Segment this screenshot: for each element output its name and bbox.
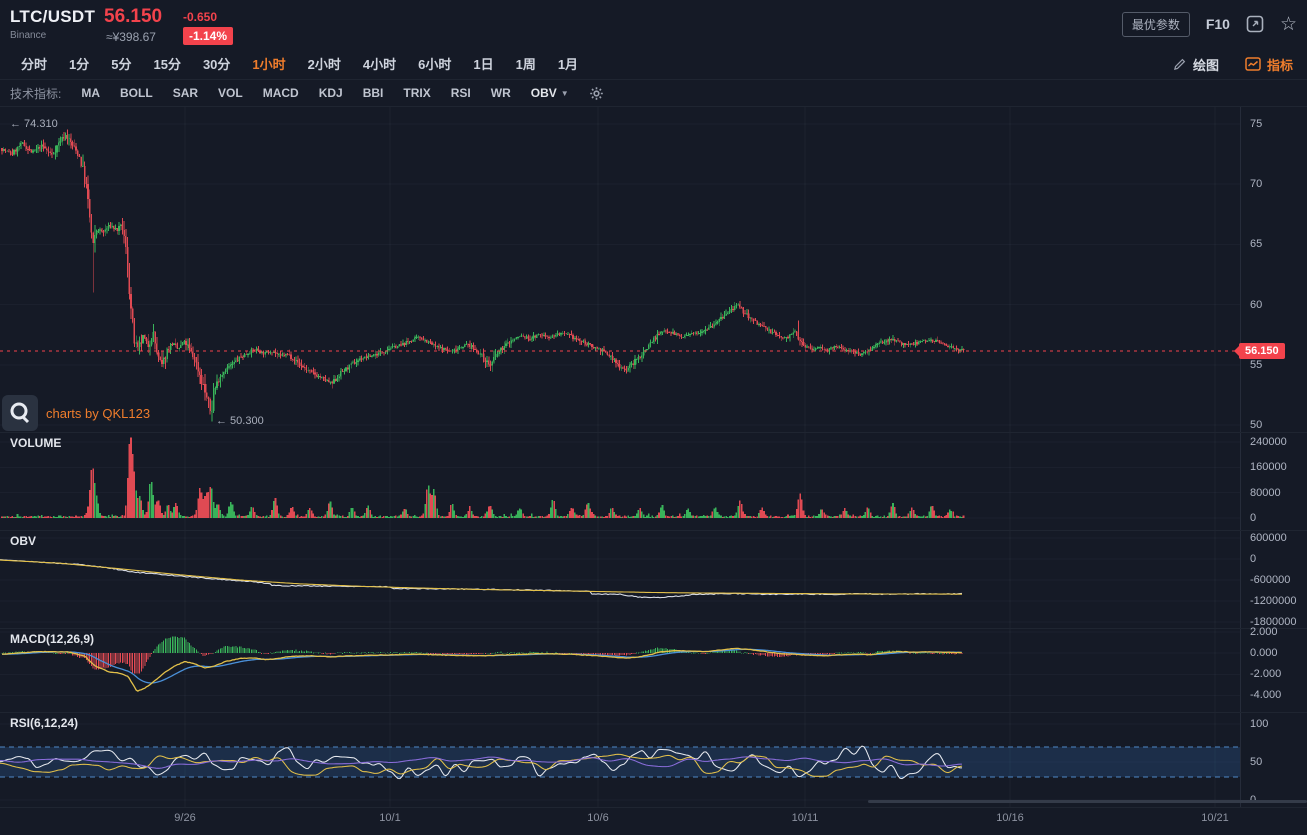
volume-pane-title: VOLUME: [10, 436, 62, 450]
obv-pane-title: OBV: [10, 534, 37, 548]
x-axis-label: 9/26: [174, 812, 196, 824]
low-price-marker: ← 50.300: [216, 415, 264, 427]
y-axis-label: 65: [1250, 238, 1263, 250]
y-axis-label: 160000: [1250, 461, 1287, 473]
x-axis-label: 10/11: [791, 812, 819, 824]
optimal-params-button[interactable]: 最优参数: [1121, 11, 1190, 37]
exchange-label: Binance: [10, 30, 47, 41]
y-axis-label: -1200000: [1250, 595, 1297, 607]
high-price-marker: ← 74.310: [10, 118, 58, 130]
y-axis-label: 50: [1250, 756, 1263, 768]
pane-divider: [0, 432, 1307, 433]
main-chart-pane[interactable]: [0, 107, 1240, 432]
tab-6h[interactable]: 6小时: [418, 57, 452, 72]
price-cny-equivalent: ≈¥398.67: [106, 30, 156, 44]
pencil-icon: [1174, 58, 1186, 70]
y-axis-label: 240000: [1250, 436, 1287, 448]
indicator-vol[interactable]: VOL: [218, 86, 243, 100]
y-axis-label: 0: [1250, 512, 1257, 524]
indicator-settings-gear-icon[interactable]: [589, 86, 604, 101]
macd-pane-title: MACD(12,26,9): [10, 632, 95, 646]
x-axis-label: 10/16: [996, 812, 1024, 824]
y-axis-label: 100: [1250, 718, 1269, 730]
indicator-rsi[interactable]: RSI: [450, 86, 471, 100]
rsi-pane[interactable]: [0, 712, 1240, 807]
tab-15m[interactable]: 15分: [153, 57, 181, 72]
indicator-bbi[interactable]: BBI: [362, 86, 384, 100]
watermark-text[interactable]: charts by QKL123: [46, 405, 151, 421]
y-axis-label: 2.000: [1250, 626, 1278, 638]
symbol-title: LTC/USDT: [10, 7, 96, 26]
x-axis-label: 10/21: [1201, 812, 1229, 824]
obv-pane[interactable]: [0, 530, 1240, 628]
x-axis-label: 10/6: [587, 812, 609, 824]
tab-time-share[interactable]: 分时: [21, 57, 48, 72]
macd-pane[interactable]: [0, 628, 1240, 712]
y-axis-label: 0: [1250, 553, 1257, 565]
price-change-percent-badge: -1.14%: [183, 27, 234, 45]
tab-30m[interactable]: 30分: [202, 57, 231, 72]
y-axis-label: 600000: [1250, 532, 1287, 544]
y-axis-label: 75: [1250, 118, 1263, 130]
indicator-sar[interactable]: SAR: [172, 86, 199, 100]
tab-2h[interactable]: 2小时: [307, 57, 341, 72]
qkl123-logo-icon[interactable]: [2, 395, 38, 431]
indicator-panel-label: 指标: [1266, 57, 1293, 73]
fullscreen-icon[interactable]: [1246, 15, 1264, 33]
pane-divider: [0, 807, 1307, 808]
y-axis-label: -4.000: [1250, 689, 1282, 701]
line-chart-icon: [1245, 57, 1261, 71]
y-axis-label: -1800000: [1250, 616, 1297, 628]
pane-divider: [0, 628, 1307, 629]
price-change: -0.650: [183, 10, 218, 24]
current-price-badge: 56.150: [1234, 343, 1285, 359]
tab-1d[interactable]: 1日: [473, 57, 494, 72]
tab-1m[interactable]: 1分: [69, 57, 90, 72]
draw-tool-label: 绘图: [1192, 57, 1219, 73]
y-axis-label: -2.000: [1250, 668, 1282, 680]
indicator-boll[interactable]: BOLL: [120, 86, 153, 100]
topbar: LTC/USDT Binance 56.150 ≈¥398.67 -0.650 …: [0, 0, 1307, 48]
chevron-down-icon: ▼: [560, 89, 569, 98]
tab-1mo[interactable]: 1月: [557, 57, 579, 72]
indicator-macd[interactable]: MACD: [262, 86, 299, 100]
indicator-kdj[interactable]: KDJ: [318, 86, 343, 100]
tab-1h[interactable]: 1小时: [252, 57, 286, 72]
y-axis-label: 50: [1250, 419, 1263, 431]
indicator-ma[interactable]: MA: [81, 86, 101, 100]
favorite-star-icon[interactable]: ☆: [1279, 13, 1297, 35]
volume-pane[interactable]: [0, 432, 1240, 530]
watermark: charts by QKL123: [2, 395, 150, 431]
last-price: 56.150: [104, 6, 163, 27]
indicator-bar-label: 技术指标:: [10, 86, 62, 101]
y-axis-border: [1240, 107, 1241, 807]
timeframe-tabs: 分时 1分 5分 15分 30分 1小时 2小时 4小时 6小时 1日 1周 1月 绘图 指标: [0, 48, 1307, 80]
pane-divider: [0, 530, 1307, 531]
f10-button[interactable]: F10: [1205, 16, 1230, 32]
rsi-pane-title: RSI(6,12,24): [10, 716, 79, 730]
draw-tool-button[interactable]: 绘图: [1173, 55, 1219, 74]
indicator-panel-button[interactable]: 指标: [1245, 55, 1293, 74]
tab-4h[interactable]: 4小时: [362, 57, 397, 72]
y-axis-label: -600000: [1250, 574, 1291, 586]
indicator-bar: 技术指标: MA BOLL SAR VOL MACD KDJ BBI TRIX RSI WR OBV…: [0, 80, 1307, 107]
y-axis-label: 55: [1250, 359, 1263, 371]
tab-1w[interactable]: 1周: [515, 57, 536, 72]
x-axis-label: 10/1: [379, 812, 401, 824]
indicator-obv[interactable]: OBV ▼: [530, 86, 569, 100]
tab-5m[interactable]: 5分: [111, 57, 132, 72]
indicator-trix[interactable]: TRIX: [403, 86, 431, 100]
pane-divider: [0, 712, 1307, 713]
y-axis-label: 0.000: [1250, 647, 1278, 659]
y-axis-label: 80000: [1250, 487, 1281, 499]
y-axis-label: 70: [1250, 178, 1263, 190]
horizontal-scrollbar[interactable]: [868, 800, 1307, 803]
y-axis-label: 60: [1250, 299, 1263, 311]
indicator-wr[interactable]: WR: [490, 86, 511, 100]
